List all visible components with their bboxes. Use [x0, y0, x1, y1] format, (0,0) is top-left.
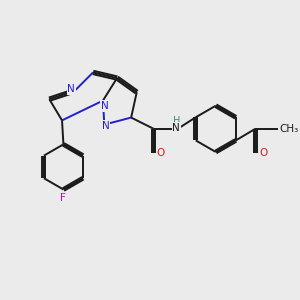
Text: N: N [172, 123, 180, 133]
Text: F: F [61, 193, 66, 203]
Text: N: N [101, 101, 109, 111]
Text: O: O [157, 148, 165, 158]
Text: H: H [172, 116, 180, 126]
Text: CH₃: CH₃ [280, 124, 299, 134]
Text: O: O [259, 148, 267, 158]
Text: N: N [68, 84, 75, 94]
Text: N: N [102, 121, 110, 131]
